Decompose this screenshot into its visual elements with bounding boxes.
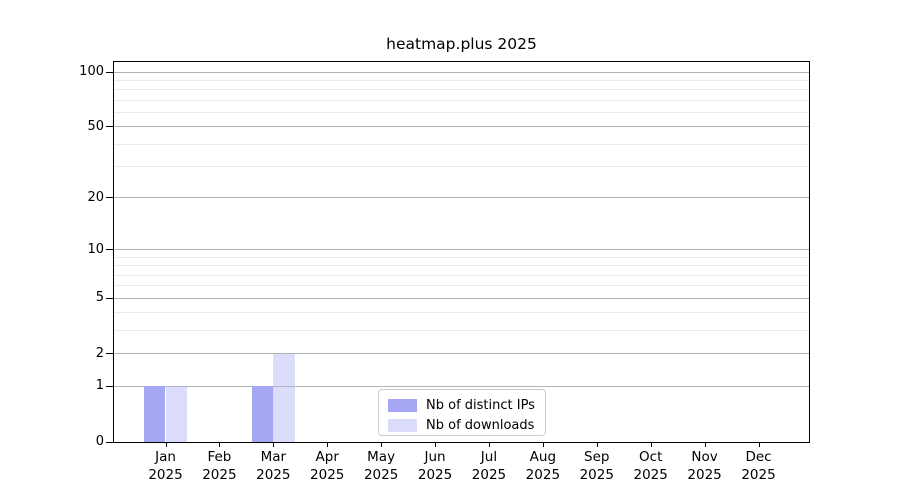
- x-tick-label: Apr 2025: [310, 449, 345, 483]
- y-tick-mark: [106, 297, 113, 299]
- bar-distinct-ips: [143, 386, 166, 442]
- grid-line-minor: [114, 111, 809, 113]
- x-tick-mark: [488, 443, 490, 447]
- grid-line-minor: [114, 166, 809, 168]
- x-tick-mark: [435, 443, 437, 447]
- y-tick-label: 50: [87, 118, 104, 134]
- x-tick-label: Nov 2025: [687, 449, 722, 483]
- x-tick-mark: [381, 443, 383, 447]
- x-tick-label: May 2025: [363, 449, 399, 483]
- legend: Nb of distinct IPs Nb of downloads: [378, 389, 546, 436]
- chart-title: heatmap.plus 2025: [386, 35, 537, 53]
- grid-line-major: [114, 385, 809, 387]
- x-tick-label: Sep 2025: [579, 449, 614, 483]
- x-tick-label: Jun 2025: [417, 449, 453, 483]
- legend-label-downloads: Nb of downloads: [426, 417, 535, 433]
- grid-line-minor: [114, 330, 809, 332]
- grid-line-minor: [114, 99, 809, 101]
- grid-line-major: [114, 249, 809, 251]
- x-tick-mark: [542, 443, 544, 447]
- x-tick-mark: [650, 443, 652, 447]
- bar-distinct-ips: [251, 386, 274, 442]
- y-tick-mark: [106, 71, 113, 73]
- y-tick-label: 2: [95, 345, 104, 361]
- grid-line-minor: [114, 285, 809, 287]
- x-tick-mark: [596, 443, 598, 447]
- grid-line-minor: [114, 274, 809, 276]
- x-tick-label: Mar 2025: [256, 449, 291, 483]
- x-tick-label: Dec 2025: [741, 449, 776, 483]
- grid-line-major: [114, 126, 809, 128]
- y-tick-label: 0: [95, 434, 104, 449]
- y-tick-mark: [106, 353, 113, 355]
- grid-line-minor: [114, 265, 809, 267]
- x-tick-label: Jan 2025: [148, 449, 183, 483]
- y-tick-label: 5: [95, 290, 104, 306]
- y-tick-label: 10: [87, 241, 104, 257]
- grid-line-minor: [114, 256, 809, 258]
- grid-line-major: [114, 197, 809, 199]
- bar-downloads: [165, 386, 188, 442]
- x-tick-mark: [758, 443, 760, 447]
- y-tick-label: 100: [79, 64, 104, 79]
- x-tick-mark: [273, 443, 275, 447]
- x-tick-label: Aug 2025: [525, 449, 561, 483]
- x-tick-label: Oct 2025: [633, 449, 668, 483]
- grid-line-major: [114, 71, 809, 73]
- legend-swatch-distinct-ips: [388, 398, 417, 412]
- y-tick-mark: [106, 249, 113, 251]
- x-tick-mark: [165, 443, 167, 447]
- grid-line-major: [114, 353, 809, 355]
- y-tick-label: 1: [95, 378, 104, 394]
- legend-label-distinct-ips: Nb of distinct IPs: [426, 397, 535, 413]
- x-tick-mark: [327, 443, 329, 447]
- y-tick-mark: [106, 126, 113, 128]
- bar-downloads: [273, 353, 295, 442]
- x-tick-label: Jul 2025: [471, 449, 507, 483]
- grid-line-minor: [114, 312, 809, 314]
- plot-area: [113, 61, 810, 443]
- x-tick-mark: [219, 443, 221, 447]
- legend-swatch-downloads: [388, 418, 417, 432]
- y-tick-mark: [106, 385, 113, 387]
- x-tick-mark: [704, 443, 706, 447]
- legend-item-distinct-ips: Nb of distinct IPs: [388, 396, 536, 414]
- grid-line-minor: [114, 79, 809, 81]
- y-tick-mark: [106, 197, 113, 199]
- y-tick-mark: [106, 441, 113, 443]
- grid-line-minor: [114, 143, 809, 145]
- x-tick-label: Feb 2025: [202, 449, 237, 483]
- legend-item-downloads: Nb of downloads: [388, 416, 536, 434]
- grid-line-major: [114, 297, 809, 299]
- y-tick-label: 20: [87, 189, 104, 205]
- grid-line-minor: [114, 89, 809, 91]
